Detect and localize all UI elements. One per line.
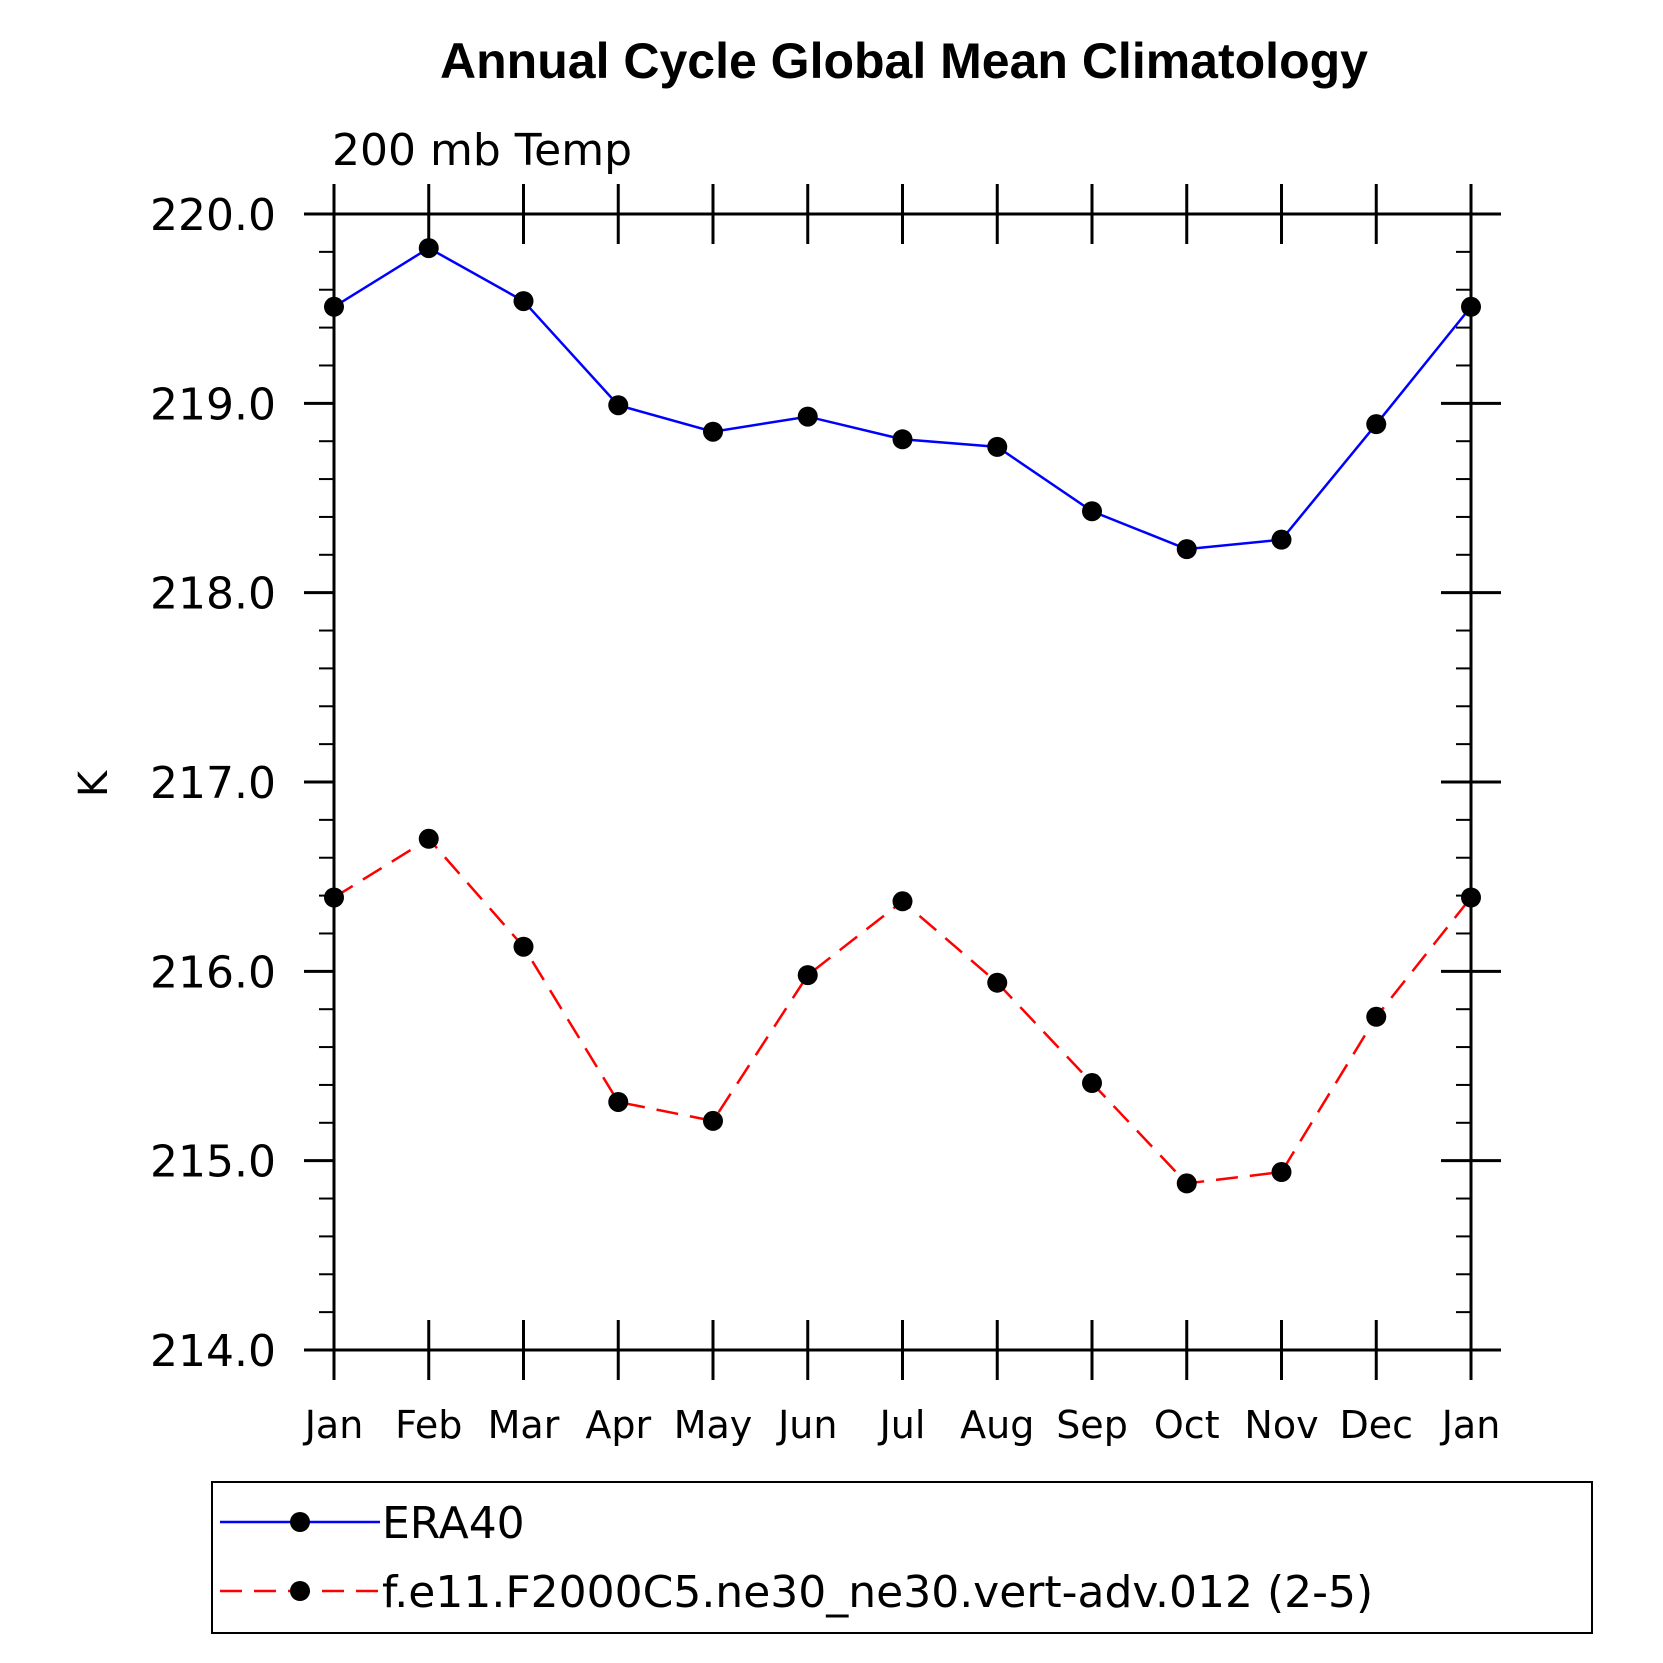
y-tick-label: 220.0 <box>150 190 276 241</box>
data-point-s1-2 <box>513 936 534 957</box>
y-tick-label: 218.0 <box>150 569 276 620</box>
series-markers <box>324 238 1481 1194</box>
chart-title: Annual Cycle Global Mean Climatology <box>440 33 1368 89</box>
y-tick-label: 215.0 <box>150 1137 276 1188</box>
x-tick-label: Jan <box>1440 1403 1501 1447</box>
data-point-s0-3 <box>608 395 629 416</box>
y-tick-label: 214.0 <box>150 1326 276 1377</box>
x-tick-label: Oct <box>1154 1403 1220 1447</box>
data-point-s0-2 <box>513 291 534 312</box>
legend-marker-1 <box>290 1581 310 1601</box>
tick-labels: Jan Feb Mar Apr May Jun Jul Aug Sep Oct Nov Dec Jan 2… <box>150 190 1500 1447</box>
x-tick-label: Apr <box>585 1403 651 1447</box>
y-axis-label: K <box>71 769 117 797</box>
data-point-s0-7 <box>987 436 1008 457</box>
data-point-s0-1 <box>418 238 439 259</box>
data-point-s1-9 <box>1176 1173 1197 1194</box>
data-point-s0-8 <box>1082 501 1102 522</box>
chart-subtitle: 200 mb Temp <box>332 125 632 176</box>
data-point-s1-10 <box>1271 1162 1292 1183</box>
legend-label-0: ERA40 <box>382 1498 525 1549</box>
data-point-s0-5 <box>797 406 818 427</box>
y-tick-label: 216.0 <box>150 947 276 998</box>
data-point-s1-5 <box>797 965 818 986</box>
legend-marker-0 <box>290 1512 310 1532</box>
x-tick-label: Nov <box>1244 1403 1318 1447</box>
data-point-s0-10 <box>1271 529 1292 550</box>
x-tick-label: Jun <box>776 1403 837 1447</box>
data-point-s1-4 <box>703 1110 723 1131</box>
x-tick-label: Mar <box>488 1403 560 1447</box>
x-tick-label: Sep <box>1056 1403 1128 1447</box>
x-tick-label: Jul <box>878 1403 926 1447</box>
data-point-s1-1 <box>418 828 439 849</box>
x-tick-label: May <box>674 1403 753 1447</box>
y-tick-label: 219.0 <box>150 379 276 430</box>
x-tick-label: Feb <box>395 1403 462 1447</box>
data-point-s1-11 <box>1366 1006 1387 1027</box>
data-point-s0-11 <box>1366 414 1387 435</box>
series-line-0 <box>333 246 1472 551</box>
data-point-s1-8 <box>1082 1073 1102 1094</box>
x-tick-label: Aug <box>960 1403 1034 1447</box>
data-point-s1-6 <box>892 891 913 912</box>
legend-box <box>211 1481 1593 1634</box>
data-point-s0-4 <box>703 421 723 442</box>
plot-frame <box>332 212 1473 1352</box>
data-point-s1-7 <box>987 972 1008 993</box>
y-tick-label: 217.0 <box>150 758 276 809</box>
series-line-1 <box>333 837 1472 1185</box>
x-tick-label: Dec <box>1339 1403 1413 1447</box>
legend-label-1: f.e11.F2000C5.ne30_ne30.vert-adv.012 (2-… <box>382 1567 1373 1618</box>
axis-ticks <box>304 184 1501 1380</box>
data-point-s0-9 <box>1176 539 1197 560</box>
data-point-s1-3 <box>608 1091 629 1112</box>
data-point-s0-6 <box>892 429 913 450</box>
series-lines <box>333 246 1472 1185</box>
legend: ERA40 f.e11.F2000C5.ne30_ne30.vert-adv.01… <box>211 1481 1593 1634</box>
x-tick-label: Jan <box>303 1403 364 1447</box>
